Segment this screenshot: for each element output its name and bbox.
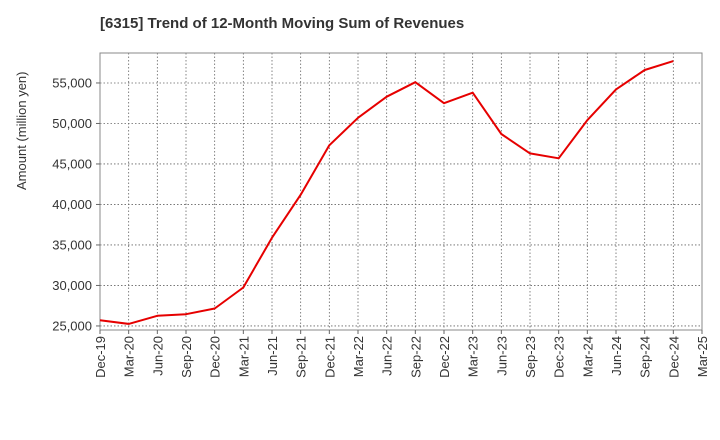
chart-title: [6315] Trend of 12-Month Moving Sum of R… — [100, 15, 465, 32]
y-tick-label: 55,000 — [52, 75, 92, 90]
x-tick-label: Dec-19 — [93, 336, 108, 378]
x-tick-label: Mar-20 — [122, 336, 137, 377]
x-tick-label: Dec-24 — [666, 336, 681, 378]
x-tick-label: Sep-21 — [294, 336, 309, 378]
x-tick-label: Mar-21 — [236, 336, 251, 377]
x-tick-label: Dec-21 — [322, 336, 337, 378]
y-tick-label: 45,000 — [52, 156, 92, 171]
x-tick-label: Jun-24 — [609, 336, 624, 376]
plot-frame — [99, 52, 703, 331]
x-tick-label: Sep-23 — [523, 336, 538, 378]
x-tick-label: Jun-21 — [265, 336, 280, 376]
x-tick-label: Mar-24 — [580, 336, 595, 377]
y-tick-label: 25,000 — [52, 318, 92, 333]
x-tick-label: Jun-22 — [380, 336, 395, 376]
x-tick-label: Sep-20 — [179, 336, 194, 378]
y-tick-label: 40,000 — [52, 197, 92, 212]
x-tick-label: Sep-24 — [638, 336, 653, 378]
x-tick-label: Dec-23 — [552, 336, 567, 378]
x-tick-label: Sep-22 — [408, 336, 423, 378]
x-tick-label: Mar-22 — [351, 336, 366, 377]
y-tick-label: 50,000 — [52, 116, 92, 131]
x-tick-label: Dec-22 — [437, 336, 452, 378]
y-tick-label: 30,000 — [52, 278, 92, 293]
revenue-series-line — [99, 60, 674, 325]
x-tick-label: Mar-23 — [466, 336, 481, 377]
x-tick-label: Mar-25 — [695, 336, 710, 377]
x-tick-label: Dec-20 — [208, 336, 223, 378]
x-tick-label: Jun-20 — [150, 336, 165, 376]
y-tick-label: 35,000 — [52, 237, 92, 252]
x-tick-label: Jun-23 — [494, 336, 509, 376]
